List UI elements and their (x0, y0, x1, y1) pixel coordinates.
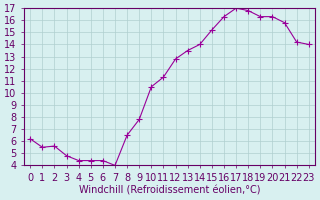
X-axis label: Windchill (Refroidissement éolien,°C): Windchill (Refroidissement éolien,°C) (79, 186, 260, 196)
